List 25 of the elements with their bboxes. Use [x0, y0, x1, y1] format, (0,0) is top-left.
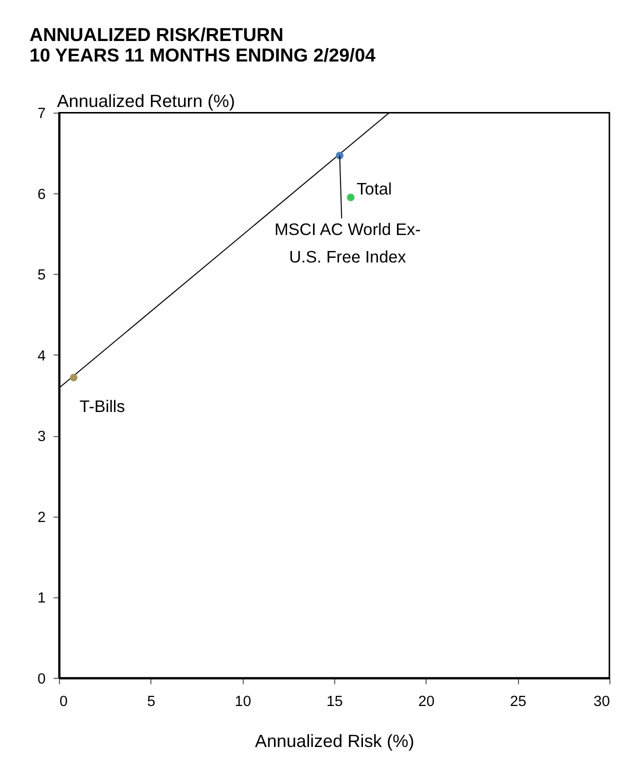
y-tick-label: 3	[38, 429, 46, 446]
series-label: Total	[356, 180, 392, 199]
y-tick-label: 1	[38, 590, 46, 607]
x-tick-label: 5	[147, 694, 156, 710]
text: 10 YEARS 11 MONTHS ENDING 2/29/04	[29, 44, 376, 66]
x-tick-label: 10	[234, 694, 252, 710]
series-label: T-Bills	[80, 396, 125, 416]
y-tick-label: 4	[38, 348, 46, 364]
point	[346, 194, 355, 202]
x-tick-label: 25	[510, 694, 526, 710]
y-tick-label: 2	[38, 510, 46, 526]
point	[336, 152, 344, 160]
y-tick-label: 6	[38, 186, 46, 203]
y-tick-label: 5	[38, 268, 46, 284]
y-tick-label: 7	[38, 106, 46, 122]
x-tick-label: 20	[418, 694, 435, 710]
x-tick-label: 30	[593, 694, 610, 710]
point	[70, 374, 78, 382]
x-tick-label: 0	[59, 694, 68, 710]
x-tick-label: 15	[326, 694, 343, 710]
y-tick-label: 0	[38, 671, 46, 688]
text: MSCI AC World Ex- U.S. Free Index	[274, 220, 421, 267]
text: ANNUALIZED RISK/RETURN	[29, 24, 284, 45]
y-axis-title: Annualized Return (%)	[57, 90, 235, 111]
x-axis-title: Annualized Risk (%)	[255, 731, 414, 752]
